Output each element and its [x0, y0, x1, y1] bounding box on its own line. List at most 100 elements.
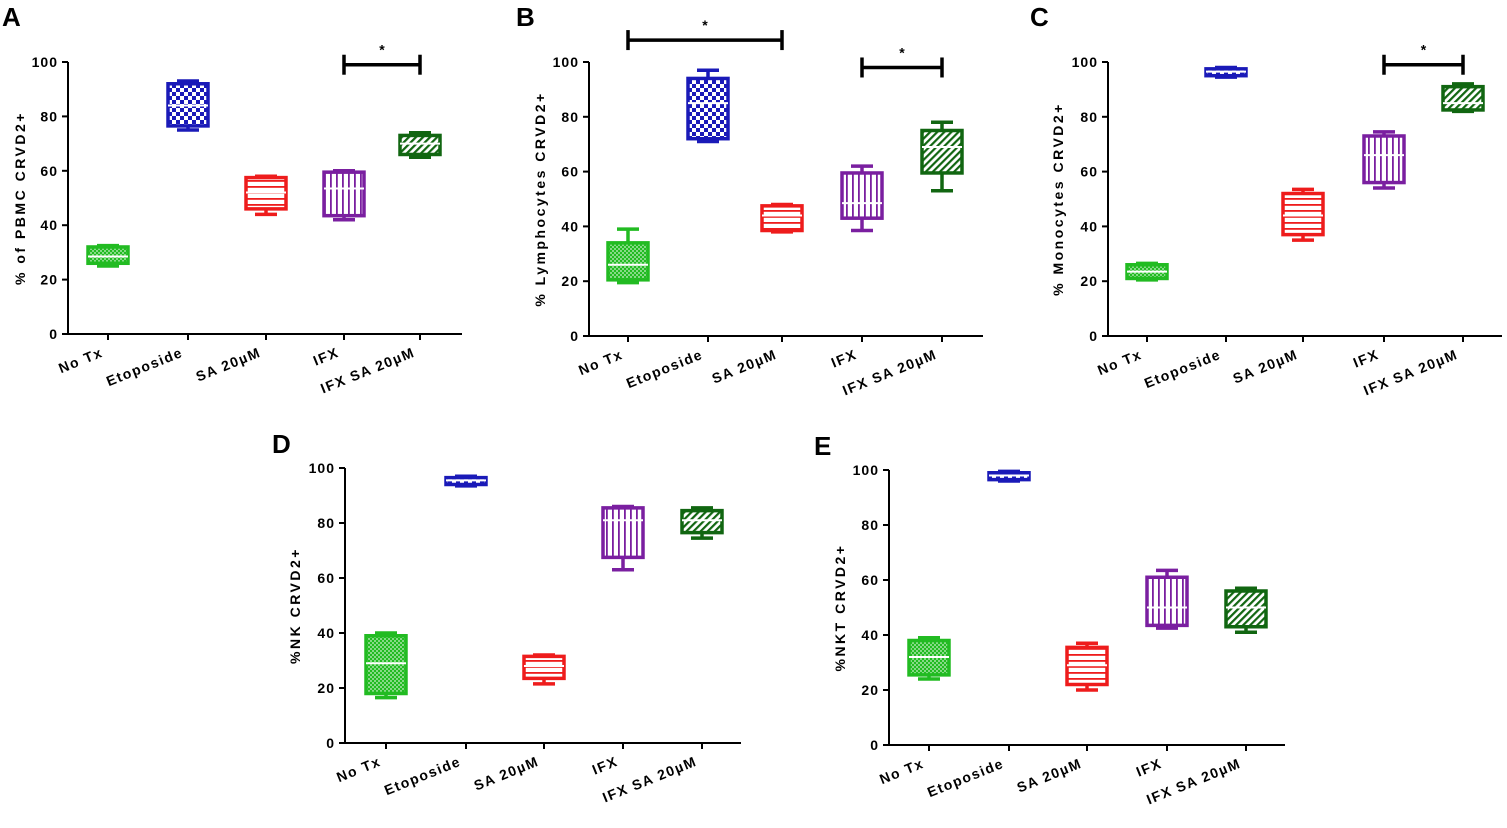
box-etoposide: [1204, 65, 1248, 79]
box-etoposide: [987, 469, 1031, 483]
significance-star: *: [899, 44, 905, 60]
x-tick-label: IFX: [829, 346, 859, 371]
y-tick-label: 100: [32, 54, 58, 70]
x-tick-label: IFX: [311, 344, 341, 369]
y-tick-label: 0: [49, 326, 58, 342]
x-tick-label: SA 20µM: [1015, 755, 1085, 796]
box-ifx: [1362, 130, 1406, 190]
y-axis-title: %NKT CRVD2+: [832, 544, 848, 672]
y-axis-title: % of PBMC CRVD2+: [12, 111, 28, 285]
box-body: [1145, 575, 1189, 628]
y-tick-label: 20: [1080, 273, 1098, 289]
box-body: [86, 245, 130, 266]
box-body: [840, 171, 884, 220]
box-body: [1441, 84, 1485, 112]
x-tick-label: No Tx: [56, 344, 105, 376]
panel-letter: D: [272, 429, 291, 459]
significance-bracket: *: [626, 17, 784, 51]
box-body: [680, 508, 724, 535]
y-tick-label: 80: [40, 108, 58, 124]
box-ifx: [840, 164, 884, 233]
y-tick-label: 60: [561, 164, 579, 180]
panel-a: A 0 20 40 60 80 100 % of PBMC CRVD2+ No TxEtopos…: [2, 2, 462, 396]
box-body: [760, 204, 804, 233]
x-tick-label: SA 20µM: [194, 344, 264, 385]
panel-letter: E: [814, 431, 831, 461]
box-sa-20-m: [244, 174, 288, 217]
box-ifx-sa-20-m: [920, 120, 964, 193]
box-body: [1224, 589, 1268, 629]
panel-b: B 0 20 40 60 80 100 % Lymphocytes CRVD2+ No TxEt…: [516, 2, 983, 398]
x-tick-label: IFX: [1134, 755, 1164, 780]
x-tick-label: SA 20µM: [472, 753, 542, 794]
y-tick-label: 60: [1080, 164, 1098, 180]
box-body: [1281, 191, 1325, 237]
y-tick-label: 40: [561, 218, 579, 234]
box-body: [398, 133, 442, 157]
panel-letter: C: [1030, 2, 1049, 32]
y-tick-label: 60: [40, 163, 58, 179]
y-tick-label: 80: [861, 517, 879, 533]
box-ifx-sa-20-m: [680, 506, 724, 540]
box-body: [522, 654, 566, 681]
box-no-tx: [86, 243, 130, 268]
box-no-tx: [907, 636, 951, 681]
box-ifx-sa-20-m: [1224, 586, 1268, 634]
box-etoposide: [686, 68, 730, 144]
panel-c: C 0 20 40 60 80 100 % Monocytes CRVD2+ No TxEtop…: [1030, 2, 1502, 398]
y-tick-label: 20: [561, 273, 579, 289]
x-tick-label: No Tx: [877, 755, 926, 787]
y-tick-label: 100: [309, 460, 335, 476]
y-tick-label: 80: [317, 515, 335, 531]
x-tick-label: IFX: [590, 753, 620, 778]
box-ifx-sa-20-m: [1441, 82, 1485, 114]
box-body: [601, 506, 645, 560]
box-no-tx: [1125, 261, 1169, 282]
box-etoposide: [166, 79, 210, 132]
y-tick-label: 40: [40, 217, 58, 233]
y-tick-label: 20: [40, 272, 58, 288]
significance-bracket: *: [860, 44, 944, 78]
panel-letter: B: [516, 2, 535, 32]
box-body: [686, 76, 730, 141]
x-tick-label: No Tx: [334, 753, 383, 785]
box-ifx-sa-20-m: [398, 130, 442, 159]
y-axis-title: % Monocytes CRVD2+: [1050, 102, 1066, 296]
y-tick-label: 40: [861, 627, 879, 643]
significance-bracket: *: [342, 42, 422, 75]
box-sa-20-m: [522, 653, 566, 686]
significance-star: *: [702, 17, 708, 33]
y-tick-label: 60: [317, 570, 335, 586]
box-etoposide: [444, 474, 488, 488]
x-tick-label: Etoposide: [1142, 346, 1223, 391]
significance-star: *: [379, 42, 385, 58]
y-axis-title: % Lymphocytes CRVD2+: [532, 91, 548, 306]
y-tick-label: 60: [861, 572, 879, 588]
y-tick-label: 20: [317, 680, 335, 696]
x-tick-label: No Tx: [1095, 346, 1144, 378]
box-sa-20-m: [760, 202, 804, 234]
box-ifx: [322, 169, 366, 222]
box-body: [920, 128, 964, 175]
x-tick-label: No Tx: [576, 346, 625, 378]
x-tick-label: Etoposide: [382, 753, 463, 798]
y-tick-label: 100: [1072, 54, 1098, 70]
box-body: [364, 634, 408, 696]
y-tick-label: 0: [326, 735, 335, 751]
x-tick-label: Etoposide: [624, 346, 705, 391]
box-no-tx: [606, 227, 650, 285]
y-tick-label: 0: [1089, 328, 1098, 344]
significance-bracket: *: [1382, 42, 1465, 75]
panel-letter: A: [2, 2, 21, 32]
y-tick-label: 80: [561, 109, 579, 125]
x-tick-label: SA 20µM: [1231, 346, 1301, 387]
box-body: [606, 241, 650, 282]
y-tick-label: 100: [853, 462, 879, 478]
y-tick-label: 100: [553, 54, 579, 70]
box-body: [322, 170, 366, 218]
y-tick-label: 0: [870, 737, 879, 753]
box-no-tx: [364, 631, 408, 700]
y-tick-label: 40: [1080, 218, 1098, 234]
